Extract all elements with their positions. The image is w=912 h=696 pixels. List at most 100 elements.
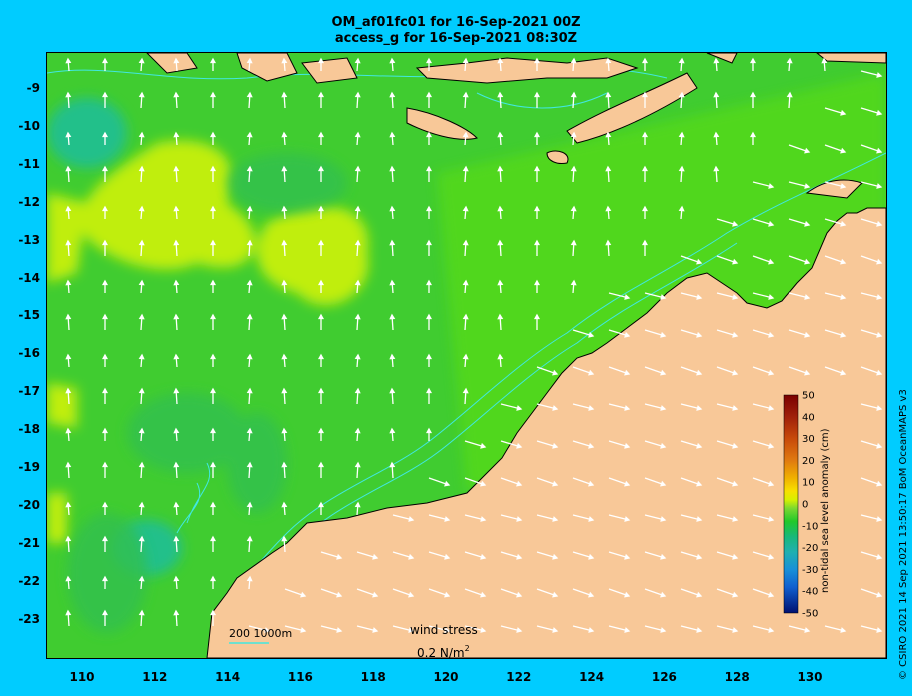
wind-arrow-head: [389, 313, 396, 320]
wind-arrow-head: [876, 480, 883, 487]
wind-arrow-head: [138, 387, 145, 394]
wind-stress-scale: 0.2 N/m2: [417, 644, 470, 658]
wind-arrow-head: [173, 239, 180, 246]
wind-arrow-head: [641, 239, 649, 246]
wind-arrow-head: [732, 591, 739, 598]
wind-arrow-head: [713, 57, 720, 64]
wind-arrow-head: [173, 427, 180, 434]
x-tick-label: 124: [579, 670, 605, 684]
wind-arrow-head: [696, 294, 703, 300]
colorbar-tick-label: -50: [802, 609, 818, 620]
wind-arrow-head: [840, 294, 847, 300]
wind-arrow-head: [138, 575, 145, 582]
wind-arrow-head: [588, 405, 595, 411]
wind-arrow-head: [317, 239, 325, 246]
wind-arrow-head: [173, 91, 180, 98]
wind-arrow-head: [624, 331, 631, 338]
colorbar-tick-label: -10: [802, 521, 818, 532]
wind-arrow-head: [173, 353, 180, 360]
wind-arrow-head: [408, 627, 415, 633]
wind-arrow-head: [605, 239, 612, 246]
wind-arrow-head: [101, 205, 109, 212]
wind-arrow-head: [65, 353, 72, 360]
y-tick-label: -19: [18, 460, 40, 474]
wind-arrow-head: [317, 57, 325, 64]
wind-arrow-head: [425, 353, 433, 360]
wind-arrow-head: [317, 427, 325, 434]
wind-arrow-head: [732, 627, 739, 633]
x-tick-label: 110: [69, 670, 95, 684]
wind-arrow-head: [354, 353, 361, 360]
wind-arrow-head: [264, 627, 271, 633]
wind-arrow-head: [246, 239, 253, 246]
wind-arrow-head: [444, 553, 451, 560]
wind-arrow-head: [497, 131, 504, 138]
wind-arrow-head: [389, 239, 396, 246]
wind-arrow-head: [65, 313, 72, 320]
wind-arrow-head: [408, 591, 415, 598]
wind-arrow-head: [732, 480, 739, 487]
wind-arrow-head: [281, 205, 288, 212]
wind-arrow-head: [209, 461, 217, 468]
wind-arrow-head: [354, 279, 361, 286]
wind-arrow-head: [65, 461, 72, 468]
wind-arrow-head: [246, 427, 253, 434]
wind-arrow-head: [840, 109, 847, 116]
wind-arrow-head: [696, 553, 703, 560]
wind-arrow-head: [209, 501, 217, 508]
wind-arrow-head: [497, 205, 504, 212]
wind-arrow-head: [804, 147, 811, 154]
wind-arrow-head: [533, 279, 541, 286]
wind-arrow-head: [876, 331, 883, 338]
map-plot-area: 50 40 30 20 10 0 -10 -20 -30 -40 -50 non-tidal sea…: [46, 52, 887, 659]
wind-arrow-head: [660, 405, 667, 411]
wind-arrow-head: [605, 131, 612, 138]
y-tick-label: -9: [26, 81, 40, 95]
wind-arrow-head: [696, 627, 703, 633]
wind-arrow-head: [588, 331, 595, 338]
island-sumba: [406, 107, 478, 140]
wind-arrow-head: [624, 516, 631, 522]
wind-arrow-head: [840, 331, 847, 338]
wind-arrow-head: [65, 131, 72, 138]
wind-arrow-head: [173, 535, 180, 542]
wind-arrow-head: [696, 369, 703, 376]
wind-arrow-head: [389, 165, 396, 172]
x-tick-label: 128: [724, 670, 750, 684]
sea-anomaly-highs: [47, 140, 369, 543]
wind-arrow-head: [605, 91, 612, 98]
colorbar-label: non-tidal sea level anomaly (cm): [820, 428, 831, 593]
wind-arrow-head: [281, 165, 288, 172]
colorbar-bar: [783, 394, 799, 614]
wind-arrow-head: [876, 591, 883, 598]
wind-arrow-head: [209, 313, 217, 320]
wind-arrow-head: [317, 353, 325, 360]
wind-arrow-head: [641, 131, 649, 138]
wind-arrow-head: [138, 57, 145, 64]
wind-arrow-head: [570, 57, 577, 64]
wind-arrow-head: [317, 279, 325, 286]
wind-arrow-head: [317, 205, 325, 212]
colorbar-tick-label: 50: [802, 391, 815, 402]
wind-arrow-head: [138, 353, 145, 360]
land: [146, 53, 886, 658]
wind-arrow-head: [246, 131, 253, 138]
wind-arrow-head: [65, 575, 72, 582]
wind-arrow-head: [173, 461, 180, 468]
wind-arrow-head: [389, 387, 396, 394]
wind-arrow-head: [101, 313, 109, 320]
wind-arrow-head: [840, 220, 847, 227]
wind-arrow-head: [209, 239, 217, 246]
wind-arrow-head: [246, 535, 253, 542]
wind-arrow-head: [281, 501, 288, 508]
wind-arrow-head: [588, 516, 595, 522]
x-tick-label: 130: [797, 670, 823, 684]
wind-arrow-head: [732, 516, 739, 522]
wind-arrow-head: [138, 131, 145, 138]
wind-arrow-head: [173, 131, 180, 138]
wind-arrow-head: [804, 258, 811, 265]
wind-arrow-head: [101, 131, 109, 138]
wind-arrow-head: [876, 147, 883, 154]
wind-arrow-head: [462, 165, 469, 172]
wind-arrow-head: [696, 331, 703, 338]
